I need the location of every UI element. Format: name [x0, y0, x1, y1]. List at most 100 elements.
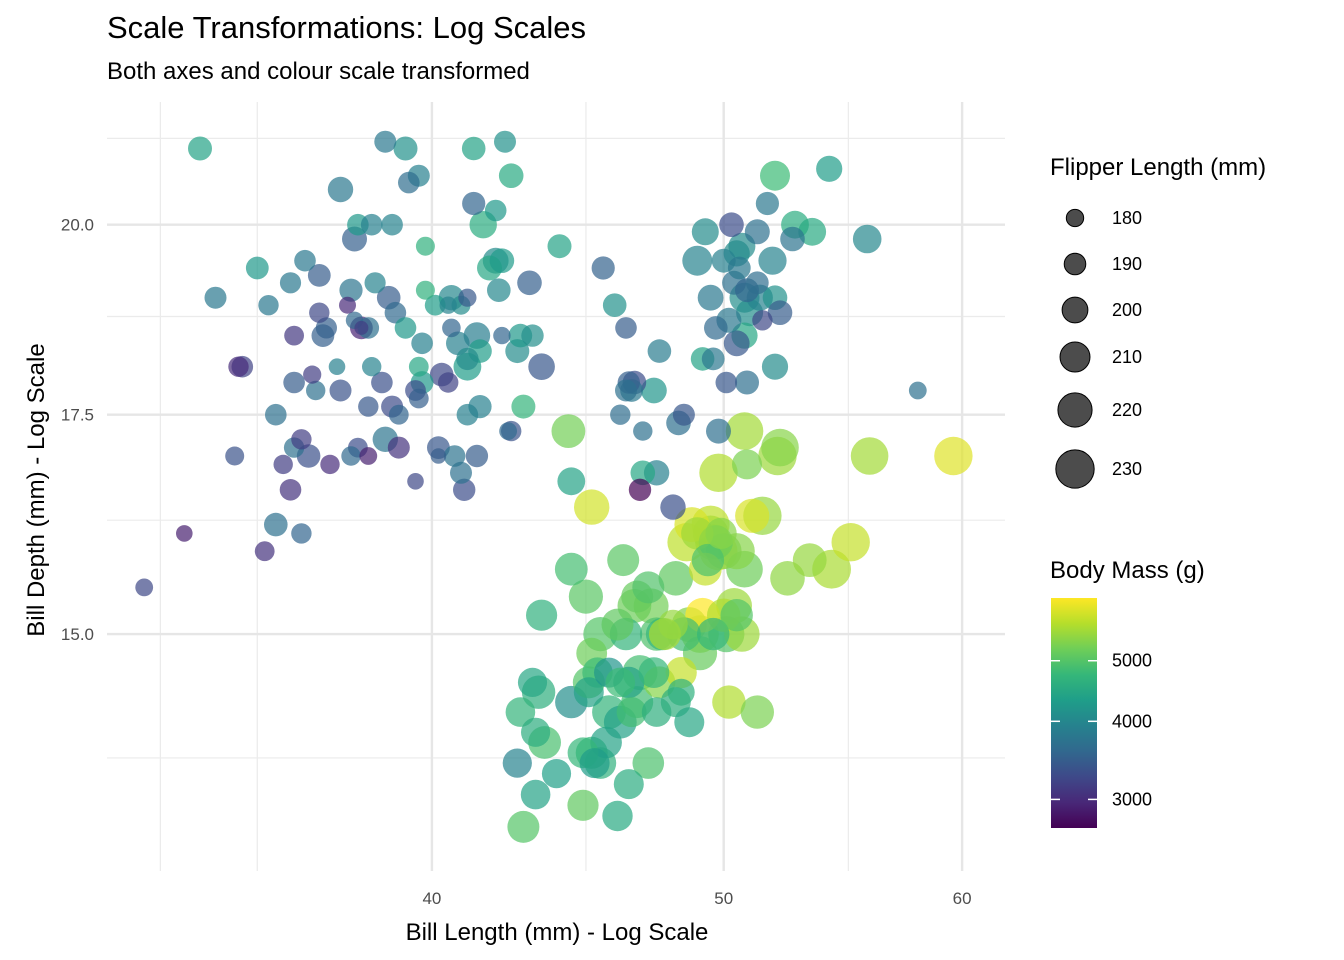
data-point	[309, 302, 330, 323]
data-point	[398, 171, 420, 194]
data-point	[358, 396, 379, 417]
data-point	[682, 245, 713, 276]
size-legend-key	[1059, 341, 1091, 373]
data-point	[567, 789, 599, 821]
data-point	[633, 421, 653, 441]
data-point	[706, 418, 731, 444]
data-point	[339, 296, 356, 314]
data-point	[602, 293, 627, 318]
data-point	[568, 579, 604, 614]
data-point	[761, 353, 789, 380]
y-tick-label: 20.0	[61, 216, 94, 235]
data-point	[672, 403, 695, 426]
data-point	[658, 561, 694, 596]
x-tick-label: 40	[422, 889, 441, 908]
data-point	[264, 512, 288, 537]
data-point	[306, 380, 326, 401]
data-point	[320, 454, 340, 475]
data-point	[831, 523, 870, 562]
data-point	[291, 523, 312, 544]
data-point	[934, 436, 973, 476]
data-point	[613, 769, 644, 800]
size-legend-label: 230	[1112, 459, 1142, 479]
data-point	[364, 272, 386, 294]
data-point	[701, 347, 725, 371]
data-point	[641, 697, 672, 727]
data-point	[430, 448, 447, 464]
data-point	[732, 449, 762, 480]
points-layer	[135, 130, 973, 843]
data-point	[502, 748, 532, 778]
data-point	[521, 324, 544, 347]
data-point	[188, 136, 212, 161]
size-legend-label: 210	[1112, 347, 1142, 367]
data-point	[735, 498, 770, 533]
data-point	[720, 599, 753, 632]
data-point	[715, 371, 738, 394]
data-point	[393, 136, 418, 161]
data-point	[615, 317, 637, 339]
data-point	[424, 294, 446, 316]
grid-layer	[107, 102, 1005, 871]
y-tick-label: 17.5	[61, 406, 94, 425]
data-point	[388, 404, 409, 425]
data-point	[725, 412, 764, 450]
data-point	[727, 256, 751, 280]
data-point	[520, 779, 551, 810]
x-axis-title: Bill Length (mm) - Log Scale	[406, 919, 709, 946]
data-point	[517, 667, 548, 698]
data-point	[526, 599, 558, 631]
size-legend-label: 190	[1112, 254, 1142, 274]
data-point	[607, 544, 640, 577]
data-point	[487, 278, 511, 303]
data-point	[408, 388, 429, 409]
data-point	[225, 446, 245, 466]
size-legend-label: 220	[1112, 400, 1142, 420]
data-point	[415, 280, 435, 300]
data-point	[557, 467, 586, 496]
data-point	[450, 461, 472, 484]
data-point	[265, 403, 287, 426]
data-point	[761, 428, 799, 467]
data-point	[780, 226, 805, 252]
size-legend-key	[1063, 252, 1087, 276]
data-point	[745, 271, 769, 295]
size-legend: Flipper Length (mm) 180 190 200 210 220 230	[1050, 154, 1266, 489]
color-legend-label: 4000	[1112, 711, 1152, 731]
data-point	[605, 667, 636, 698]
data-point	[647, 339, 672, 363]
x-tick-label: 50	[714, 889, 733, 908]
data-point	[752, 310, 773, 331]
data-point	[354, 320, 369, 335]
data-point	[283, 371, 305, 394]
data-point	[632, 571, 665, 604]
data-point	[850, 437, 889, 475]
data-point	[339, 278, 363, 302]
data-point	[691, 543, 725, 577]
data-point	[273, 454, 293, 475]
data-point	[610, 404, 631, 425]
data-point	[294, 249, 316, 272]
data-point	[628, 478, 652, 501]
data-point	[740, 695, 774, 729]
data-point	[601, 608, 634, 641]
axis-layer: 40 50 60 15.0 17.5 20.0	[61, 216, 972, 908]
data-point	[755, 191, 780, 216]
x-tick-label: 60	[953, 889, 972, 908]
data-point	[744, 219, 770, 245]
size-legend-key	[1057, 392, 1093, 428]
data-point	[456, 347, 479, 371]
data-point	[665, 657, 697, 689]
data-point	[374, 130, 397, 153]
data-point	[735, 370, 759, 395]
data-point	[658, 609, 688, 640]
data-point	[697, 284, 724, 311]
data-point	[359, 447, 378, 465]
data-point	[792, 543, 827, 577]
data-point	[484, 199, 507, 222]
data-point	[602, 800, 633, 832]
data-point	[415, 236, 435, 256]
data-point	[541, 759, 572, 789]
data-point	[667, 678, 695, 706]
data-point	[461, 136, 486, 161]
